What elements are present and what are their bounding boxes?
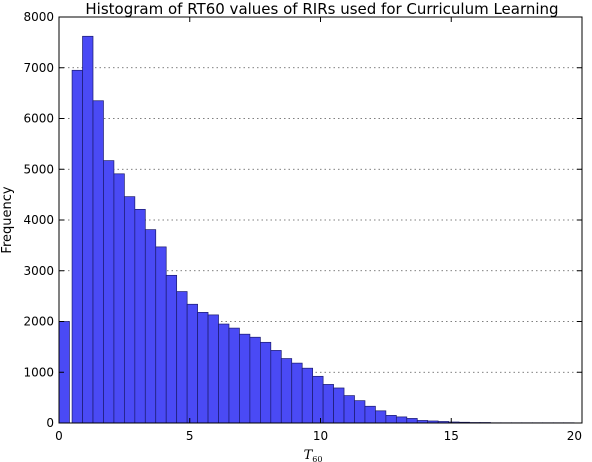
y-tick-label: 2000 <box>23 315 54 329</box>
x-axis-label-subscript: 60 <box>312 455 322 462</box>
histogram-bar <box>395 416 408 424</box>
histogram-bar <box>375 410 387 424</box>
histogram-bar <box>124 196 136 424</box>
histogram-bar <box>280 358 293 424</box>
histogram-bar <box>207 314 219 424</box>
y-tick-label: 5000 <box>23 162 54 176</box>
tick-labels: 0 5 10 15 20 0 1000 2000 3000 4000 5000 6000 7000 800… <box>23 10 582 443</box>
y-axis-label: Frequency <box>0 186 15 253</box>
histogram-bar <box>186 303 198 424</box>
y-tick-label: 8000 <box>23 10 54 24</box>
histogram-bar <box>354 400 366 424</box>
y-tick-label: 4000 <box>23 213 54 227</box>
histogram-bar <box>134 208 146 424</box>
x-tick-label: 10 <box>313 429 328 443</box>
bars <box>58 35 575 424</box>
histogram-bar <box>312 375 324 424</box>
x-tick-label: 20 <box>567 429 582 443</box>
ticks <box>58 16 583 424</box>
histogram-bar <box>155 246 167 424</box>
y-tick-label: 1000 <box>23 365 54 379</box>
histogram-bar <box>228 327 240 424</box>
y-tick-label: 0 <box>46 416 54 430</box>
y-tick-label: 6000 <box>23 112 54 126</box>
gridlines <box>59 67 582 373</box>
x-tick-label: 15 <box>444 429 459 443</box>
histogram-bar <box>218 323 230 424</box>
y-tick-label: 7000 <box>23 61 54 75</box>
x-axis-label: T60 <box>304 448 323 462</box>
histogram-bar <box>113 173 125 424</box>
histogram-bar <box>176 291 188 424</box>
x-tick-label: 5 <box>186 429 194 443</box>
histogram-bar <box>239 333 251 424</box>
x-tick-label: 0 <box>55 429 63 443</box>
histogram-bar <box>144 229 157 424</box>
histogram-bar <box>343 395 355 424</box>
histogram-bar <box>197 312 209 424</box>
histogram-bar <box>82 35 94 424</box>
histogram-bar <box>165 274 178 424</box>
y-tick-label: 3000 <box>23 264 54 278</box>
histogram-bar <box>270 350 282 424</box>
histogram-bar <box>364 405 376 424</box>
histogram-bar <box>249 336 261 424</box>
histogram-bar <box>92 100 104 424</box>
histogram-bar <box>291 362 303 424</box>
x-axis-label-main: T <box>304 448 314 462</box>
chart-title: Histogram of RT60 values of RIRs used fo… <box>85 0 558 18</box>
histogram-bar <box>260 341 272 424</box>
histogram-bar <box>103 160 115 424</box>
histogram-bar <box>333 387 345 424</box>
histogram-bar <box>301 367 314 424</box>
histogram-bar <box>385 415 397 424</box>
histogram-bar <box>322 384 334 424</box>
histogram-bar <box>71 69 83 424</box>
histogram-bar <box>406 418 418 424</box>
